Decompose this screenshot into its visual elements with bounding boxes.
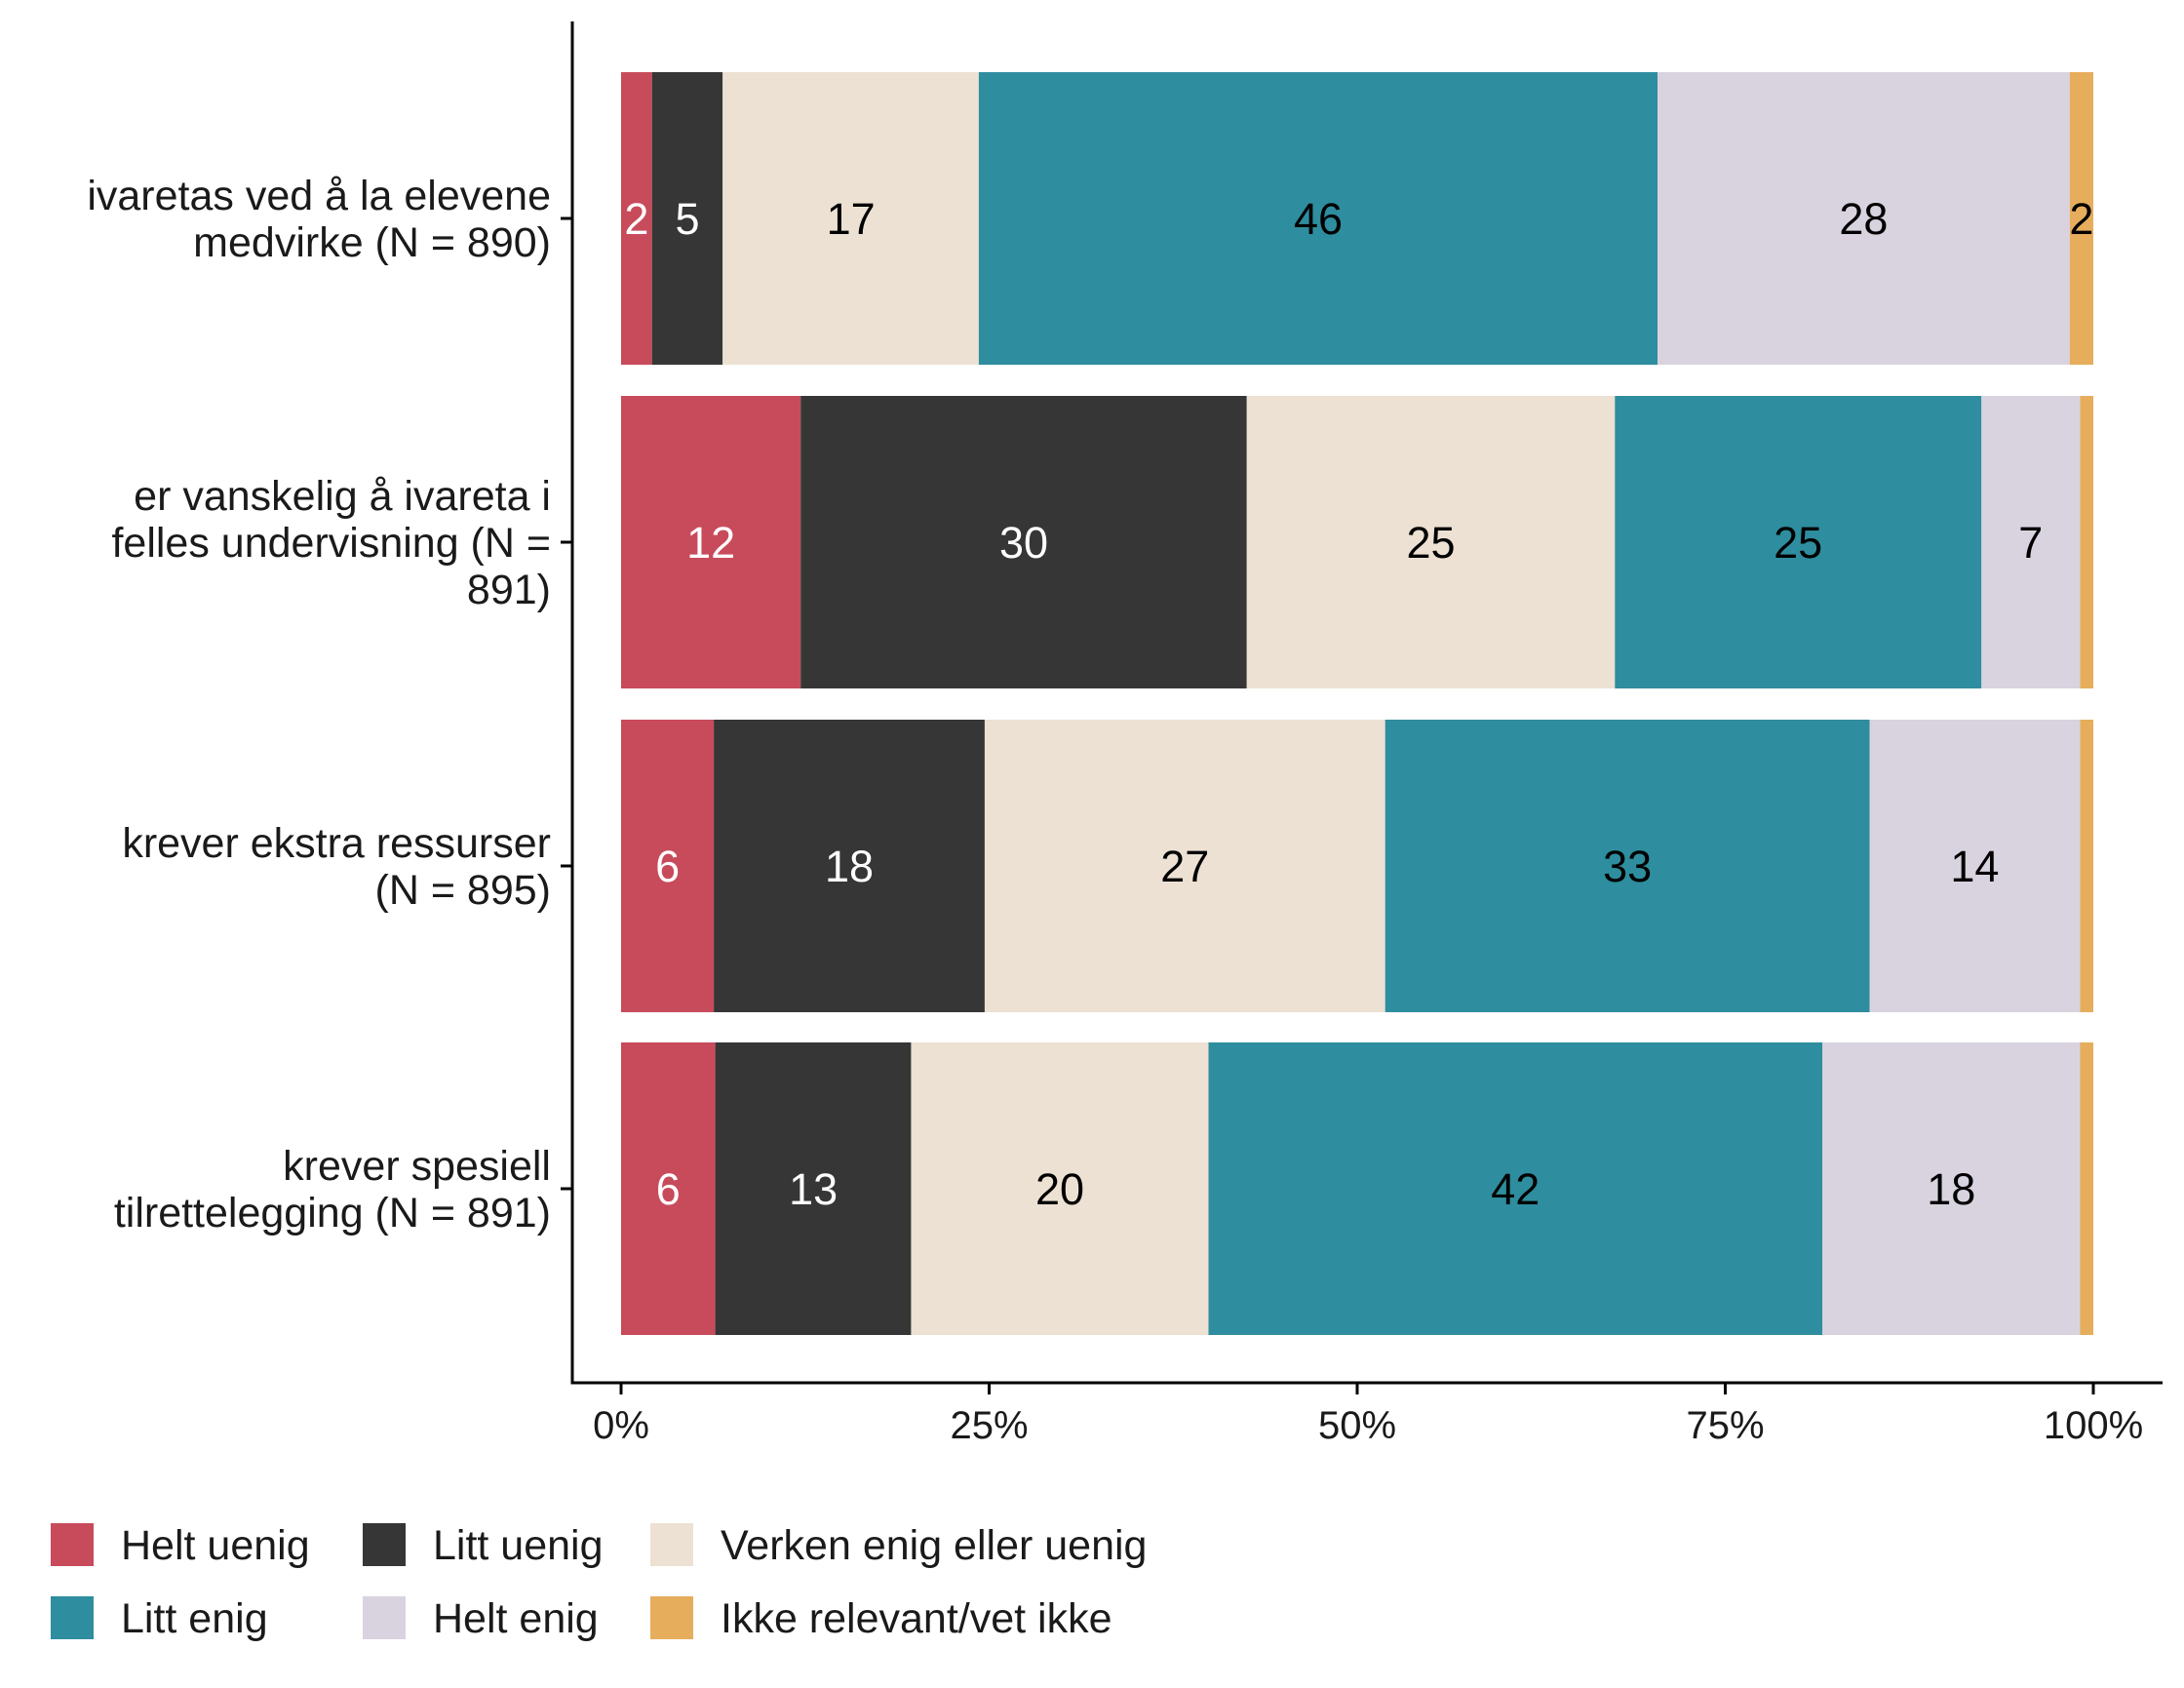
category-label: (N = 895) bbox=[375, 867, 551, 914]
bar-segment bbox=[1246, 396, 1616, 688]
bar-segment bbox=[911, 1042, 1209, 1335]
axes-layer bbox=[561, 21, 2163, 1385]
legend-swatch bbox=[650, 1523, 693, 1566]
x-tick-label: 100% bbox=[2044, 1404, 2143, 1447]
segment-value-label: 12 bbox=[686, 518, 735, 568]
segment-value-label: 2 bbox=[2069, 194, 2093, 244]
segment-value-label: 25 bbox=[1406, 518, 1455, 568]
legend-swatch bbox=[51, 1523, 94, 1566]
bar-segment bbox=[2069, 72, 2093, 365]
x-tick-label: 50% bbox=[1318, 1404, 1396, 1447]
bar-segment bbox=[2080, 396, 2093, 688]
bar-segment bbox=[621, 396, 801, 688]
bar-segment bbox=[722, 72, 979, 365]
legend-label: Litt uenig bbox=[433, 1522, 604, 1569]
legend-label: Helt uenig bbox=[121, 1522, 310, 1569]
bar-segment bbox=[985, 720, 1385, 1012]
legend: Helt uenig Litt uenig Verken enig eller ue… bbox=[51, 1522, 1147, 1642]
bar-segment bbox=[1615, 396, 1982, 688]
bar-segment bbox=[621, 72, 652, 365]
legend-swatch bbox=[51, 1596, 94, 1639]
segment-value-label: 18 bbox=[1927, 1164, 1975, 1214]
bar-segment bbox=[2080, 720, 2093, 1012]
bar-segment bbox=[621, 1042, 716, 1335]
bar-segment bbox=[1384, 720, 1870, 1012]
bar-segment bbox=[1981, 396, 2081, 688]
legend-swatch bbox=[650, 1596, 693, 1639]
legend-swatch bbox=[363, 1596, 406, 1639]
legend-swatch bbox=[363, 1523, 406, 1566]
legend-label: Litt enig bbox=[121, 1595, 268, 1642]
bar-segment bbox=[800, 396, 1247, 688]
segment-value-label: 14 bbox=[1950, 842, 1999, 891]
x-tick-label: 25% bbox=[950, 1404, 1028, 1447]
category-label: krever ekstra ressurser bbox=[122, 820, 551, 867]
segment-value-label: 17 bbox=[827, 194, 876, 244]
segment-value-label: 2 bbox=[624, 194, 648, 244]
category-label: krever spesiell bbox=[283, 1143, 551, 1190]
segment-value-label: 25 bbox=[1774, 518, 1822, 568]
segment-value-label: 33 bbox=[1603, 842, 1652, 891]
segment-value-label: 30 bbox=[999, 518, 1048, 568]
x-tick-label: 75% bbox=[1686, 1404, 1764, 1447]
category-label: er vanskelig å ivareta i bbox=[134, 473, 551, 520]
x-tick-label: 0% bbox=[593, 1404, 649, 1447]
category-label: felles undervisning (N = bbox=[111, 520, 551, 567]
bar-segment bbox=[651, 72, 723, 365]
bar-segment bbox=[715, 1042, 912, 1335]
segment-value-label: 27 bbox=[1160, 842, 1209, 891]
x-tick-layer: 0% 25% 50% 75% 100% bbox=[593, 1383, 2143, 1447]
segment-value-label: 13 bbox=[789, 1164, 838, 1214]
bar-segment bbox=[2080, 1042, 2093, 1335]
segment-value-label: 18 bbox=[825, 842, 874, 891]
bar-segment bbox=[978, 72, 1658, 365]
bar-segment bbox=[1822, 1042, 2081, 1335]
category-label: tilrettelegging (N = 891) bbox=[114, 1190, 551, 1237]
segment-value-label: 6 bbox=[655, 842, 680, 891]
category-label: ivaretas ved å la elevene bbox=[87, 173, 551, 219]
bars-layer bbox=[621, 72, 2093, 1335]
segment-value-label: 28 bbox=[1839, 194, 1888, 244]
segment-value-label: 46 bbox=[1294, 194, 1343, 244]
bar-segment bbox=[1658, 72, 2070, 365]
segment-value-label: 7 bbox=[2018, 518, 2043, 568]
segment-labels-layer: 2 5 17 46 28 212 30 25 25 76 18 27 33 146 13 20 42 18 bbox=[624, 194, 2093, 1214]
legend-label: Ikke relevant/vet ikke bbox=[721, 1595, 1112, 1642]
legend-label: Verken enig eller uenig bbox=[721, 1522, 1147, 1569]
category-label: 891) bbox=[467, 567, 551, 613]
bar-segment bbox=[714, 720, 985, 1012]
bar-segment bbox=[1208, 1042, 1823, 1335]
segment-value-label: 6 bbox=[656, 1164, 681, 1214]
segment-value-label: 5 bbox=[675, 194, 699, 244]
category-label: medvirke (N = 890) bbox=[193, 219, 551, 266]
segment-value-label: 42 bbox=[1491, 1164, 1540, 1214]
bar-segment bbox=[621, 720, 715, 1012]
legend-label: Helt enig bbox=[433, 1595, 599, 1642]
bar-segment bbox=[1869, 720, 2081, 1012]
segment-value-label: 20 bbox=[1035, 1164, 1084, 1214]
